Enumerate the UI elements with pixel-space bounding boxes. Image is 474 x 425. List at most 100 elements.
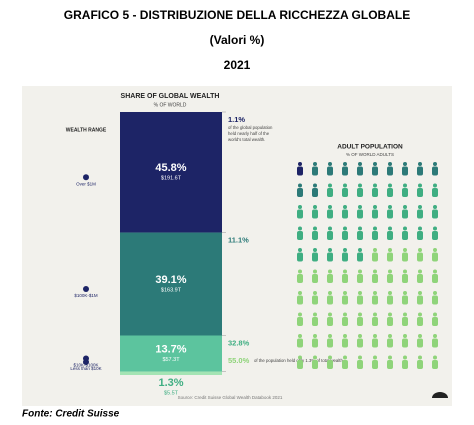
population-group — [297, 248, 438, 369]
person-icon — [298, 334, 302, 338]
person-icon — [357, 338, 363, 348]
population-label: 11.1% — [228, 236, 249, 245]
person-icon — [388, 248, 392, 252]
person-icon — [343, 312, 347, 317]
value-label: 39.1% — [155, 274, 186, 286]
person-icon — [402, 295, 408, 305]
person-icon — [328, 226, 332, 231]
person-icon — [433, 334, 437, 338]
person-icon — [372, 188, 378, 197]
amount-label: $57.3T — [162, 357, 180, 363]
person-icon — [313, 226, 317, 231]
person-icon — [403, 205, 407, 209]
person-icon — [327, 295, 333, 305]
person-icon — [403, 269, 407, 274]
population-group — [297, 162, 438, 197]
person-icon — [297, 295, 303, 305]
person-icon — [327, 166, 333, 176]
footer: Fonte: Credit Suisse — [22, 409, 120, 420]
person-icon — [343, 205, 347, 209]
person-icon — [298, 205, 302, 209]
value-label: 13.7% — [155, 343, 186, 355]
person-icon — [297, 360, 303, 369]
person-icon — [313, 269, 317, 274]
person-icon — [403, 334, 407, 338]
person-icon — [402, 231, 408, 240]
axis-label: WEALTH RANGE — [66, 127, 107, 133]
person-icon — [313, 162, 317, 166]
person-icon — [358, 205, 362, 209]
person-icon — [388, 162, 392, 166]
person-icon — [403, 291, 407, 295]
person-icon — [402, 188, 408, 197]
person-icon — [298, 248, 302, 252]
person-icon — [433, 205, 437, 209]
person-icon — [357, 231, 363, 240]
person-icon — [313, 312, 317, 317]
person-icon — [327, 338, 333, 348]
person-icon — [402, 166, 408, 176]
person-icon — [417, 295, 423, 305]
chart-subtitle: % OF WORLD — [154, 102, 187, 108]
person-icon — [312, 317, 318, 326]
amount-label: $5.5T — [164, 390, 179, 396]
person-icon — [417, 360, 423, 369]
person-icon — [343, 183, 347, 188]
person-icon — [417, 166, 423, 176]
person-icon — [418, 312, 422, 317]
person-icon — [387, 188, 393, 197]
person-icon — [358, 226, 362, 231]
person-icon — [373, 226, 377, 231]
person-icon — [342, 188, 348, 197]
person-icon — [402, 274, 408, 283]
person-icon — [328, 269, 332, 274]
person-icon — [372, 295, 378, 305]
person-icon — [418, 248, 422, 252]
person-icon — [313, 291, 317, 295]
person-icon — [343, 248, 347, 252]
category-label: Over $1M — [76, 181, 96, 186]
person-icon — [328, 183, 332, 188]
population-label: 1.1% — [228, 115, 245, 124]
wealth-icon — [83, 174, 89, 181]
person-icon — [433, 226, 437, 231]
person-icon — [417, 188, 423, 197]
person-icon — [432, 166, 438, 176]
person-icon — [387, 295, 393, 305]
wealth-segment — [120, 335, 222, 372]
person-icon — [313, 248, 317, 252]
person-icon — [342, 317, 348, 326]
person-icon — [312, 188, 318, 197]
person-icon — [328, 248, 332, 252]
source: Source: Credit Suisse Global Wealth Data… — [178, 395, 283, 400]
person-icon — [418, 291, 422, 295]
person-icon — [387, 274, 393, 283]
person-icon — [342, 274, 348, 283]
person-icon — [297, 338, 303, 348]
person-icon — [373, 269, 377, 274]
person-icon — [358, 269, 362, 274]
category-label: Less than $10K — [70, 366, 101, 371]
person-icon — [312, 166, 318, 176]
person-icon — [342, 231, 348, 240]
person-icon — [312, 231, 318, 240]
person-icon — [432, 338, 438, 348]
person-icon — [298, 312, 302, 317]
person-icon — [373, 205, 377, 209]
person-icon — [403, 162, 407, 166]
wealth-icon — [83, 286, 89, 293]
person-icon — [358, 248, 362, 252]
person-icon — [433, 312, 437, 317]
category-label: $100K-$1M — [74, 293, 98, 298]
person-icon — [328, 355, 332, 360]
person-icon — [357, 317, 363, 326]
person-icon — [387, 338, 393, 348]
person-icon — [433, 183, 437, 188]
person-icon — [328, 312, 332, 317]
person-icon — [418, 334, 422, 338]
person-icon — [342, 338, 348, 348]
person-icon — [312, 274, 318, 283]
category-label: $10K-$100K — [73, 363, 98, 368]
person-icon — [313, 205, 317, 209]
person-icon — [372, 209, 378, 219]
